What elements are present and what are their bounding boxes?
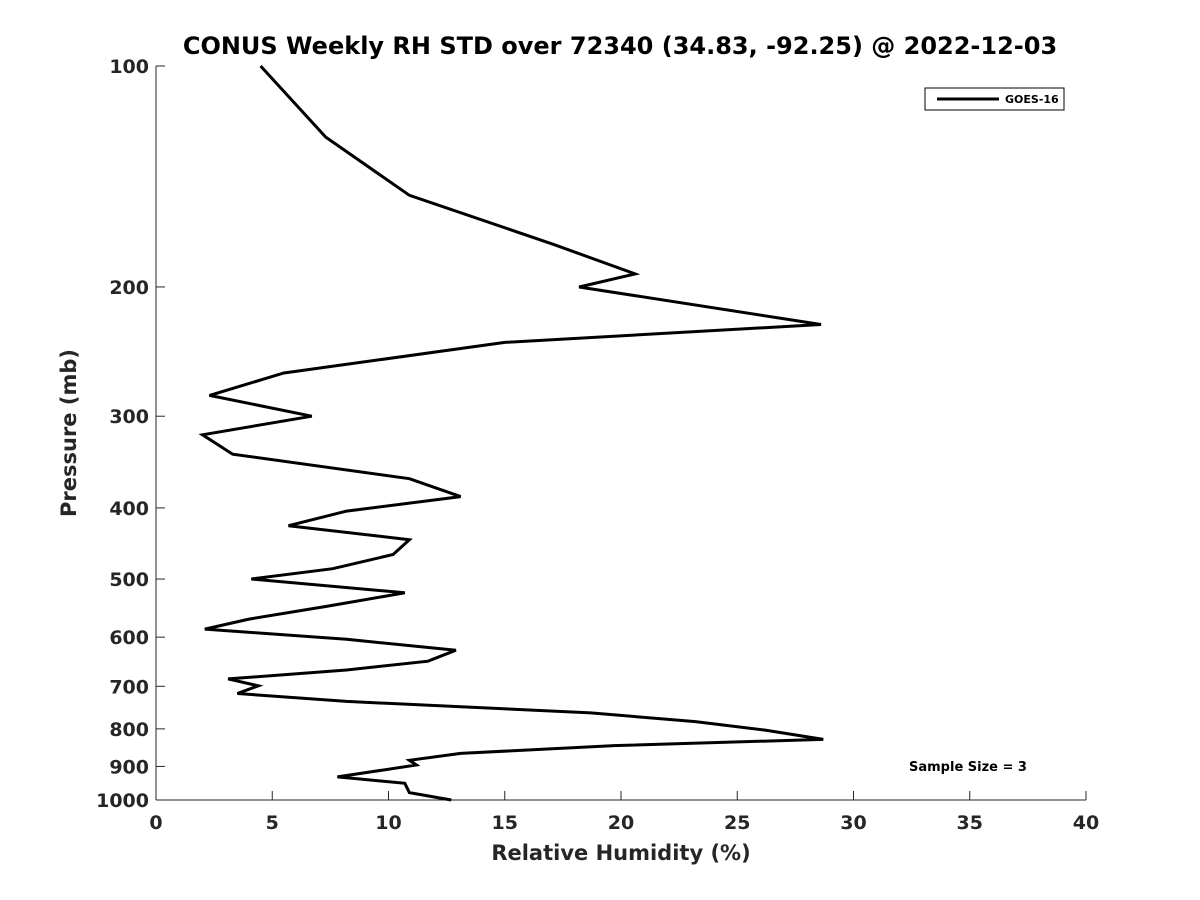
y-tick-label: 500	[109, 569, 149, 591]
x-tick-label: 0	[149, 812, 162, 834]
x-tick-label: 10	[375, 812, 401, 834]
y-tick-label: 200	[109, 277, 149, 299]
series-layer	[198, 64, 824, 802]
legend-entry-goes-16: GOES-16	[1005, 93, 1059, 106]
x-tick-label: 35	[957, 812, 983, 834]
y-tick-label: 600	[109, 627, 149, 649]
x-tick-label: 25	[724, 812, 750, 834]
chart-title: CONUS Weekly RH STD over 72340 (34.83, -…	[183, 32, 1057, 60]
x-tick-label: 15	[492, 812, 518, 834]
y-tick-label: 900	[109, 756, 149, 778]
legend: GOES-16	[924, 87, 1065, 111]
y-tick-label: 1000	[96, 790, 149, 812]
y-tick-label: 800	[109, 719, 149, 741]
y-axis-label: Pressure (mb)	[57, 349, 81, 517]
x-tick-label: 30	[840, 812, 866, 834]
sample-size-annotation: Sample Size = 3	[909, 760, 1027, 775]
y-tick-label: 300	[109, 406, 149, 428]
x-tick-label: 5	[266, 812, 279, 834]
x-ticks: 0 5 10 15 20 25 30 35 40	[149, 791, 1099, 834]
x-tick-label: 20	[608, 812, 634, 834]
x-axis-label: Relative Humidity (%)	[491, 841, 750, 865]
plot-area: 0 5 10 15 20 25 30 35 40 100 200 300 400 500 600 700 80…	[96, 56, 1099, 834]
x-tick-label: 40	[1073, 812, 1099, 834]
y-tick-label: 700	[109, 676, 149, 698]
y-tick-label: 100	[109, 56, 149, 78]
y-ticks: 100 200 300 400 500 600 700 800 900 1000	[96, 56, 165, 812]
series-line-goes-16	[198, 64, 824, 802]
y-tick-label: 400	[109, 498, 149, 520]
